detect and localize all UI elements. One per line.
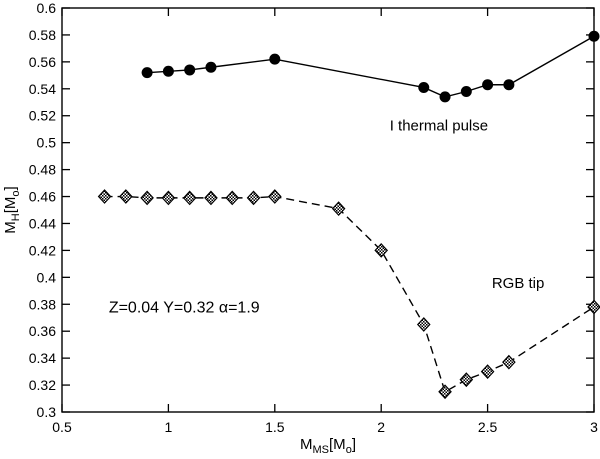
y-tick-label: 0.52 xyxy=(29,108,56,124)
data-point-circle xyxy=(503,79,515,91)
x-tick-label: 0.5 xyxy=(52,419,72,435)
y-tick-label: 0.42 xyxy=(29,242,56,258)
y-tick-label: 0.54 xyxy=(29,81,56,97)
data-point-diamond xyxy=(587,299,600,315)
data-point-diamond xyxy=(182,190,197,206)
data-point-circle xyxy=(141,67,153,79)
series-line-hatched-diamond xyxy=(104,195,595,393)
x-tick-label: 2 xyxy=(377,419,385,435)
y-axis-label: MH[Mo] xyxy=(2,186,22,233)
y-tick-label: 0.38 xyxy=(29,296,56,312)
plot-frame xyxy=(61,7,595,413)
annotation: Z=0.04 Y=0.32 α=1.9 xyxy=(109,299,260,316)
data-point-circle xyxy=(588,30,600,42)
data-point-diamond xyxy=(459,372,474,388)
annotation: RGB tip xyxy=(492,275,545,292)
data-point-diamond xyxy=(140,190,154,206)
data-point-diamond xyxy=(416,317,431,332)
y-tick-label: 0.32 xyxy=(29,377,56,393)
data-point-diamond xyxy=(97,189,112,204)
data-point-circle xyxy=(269,53,281,65)
data-point-circle xyxy=(184,64,196,76)
data-point-circle xyxy=(460,85,472,97)
y-tick-label: 0.5 xyxy=(37,135,57,151)
y-tick-label: 0.34 xyxy=(29,350,56,366)
x-axis-label: MMS[Mo] xyxy=(300,436,356,456)
x-tick-label: 1.5 xyxy=(265,419,285,435)
y-tick-label: 0.56 xyxy=(29,54,56,70)
data-point-diamond xyxy=(246,190,261,206)
data-point-circle xyxy=(418,81,430,93)
y-tick-label: 0.6 xyxy=(37,0,57,16)
data-point-diamond xyxy=(267,189,282,204)
y-tick-label: 0.36 xyxy=(29,323,56,339)
y-tick-label: 0.48 xyxy=(29,162,56,178)
data-point-circle xyxy=(439,91,451,103)
data-point-diamond xyxy=(204,190,218,206)
data-point-diamond xyxy=(161,190,176,206)
data-point-circle xyxy=(205,61,217,73)
x-tick-label: 3 xyxy=(590,419,598,435)
data-point-diamond xyxy=(480,364,495,379)
y-tick-label: 0.58 xyxy=(29,27,56,43)
data-point-circle xyxy=(162,65,174,77)
data-point-diamond xyxy=(438,384,452,400)
y-tick-label: 0.44 xyxy=(29,215,56,231)
data-point-diamond xyxy=(331,201,346,217)
x-tick-label: 1 xyxy=(165,419,173,435)
y-tick-label: 0.46 xyxy=(29,189,56,205)
data-point-diamond xyxy=(119,189,133,204)
x-tick-label: 2.5 xyxy=(478,419,498,435)
data-point-diamond xyxy=(374,243,389,258)
y-tick-label: 0.4 xyxy=(37,269,57,285)
y-tick-label: 0.3 xyxy=(37,404,57,420)
data-point-diamond xyxy=(225,190,240,206)
data-point-diamond xyxy=(502,354,516,370)
data-point-circle xyxy=(482,79,494,91)
annotation: I thermal pulse xyxy=(390,118,488,135)
